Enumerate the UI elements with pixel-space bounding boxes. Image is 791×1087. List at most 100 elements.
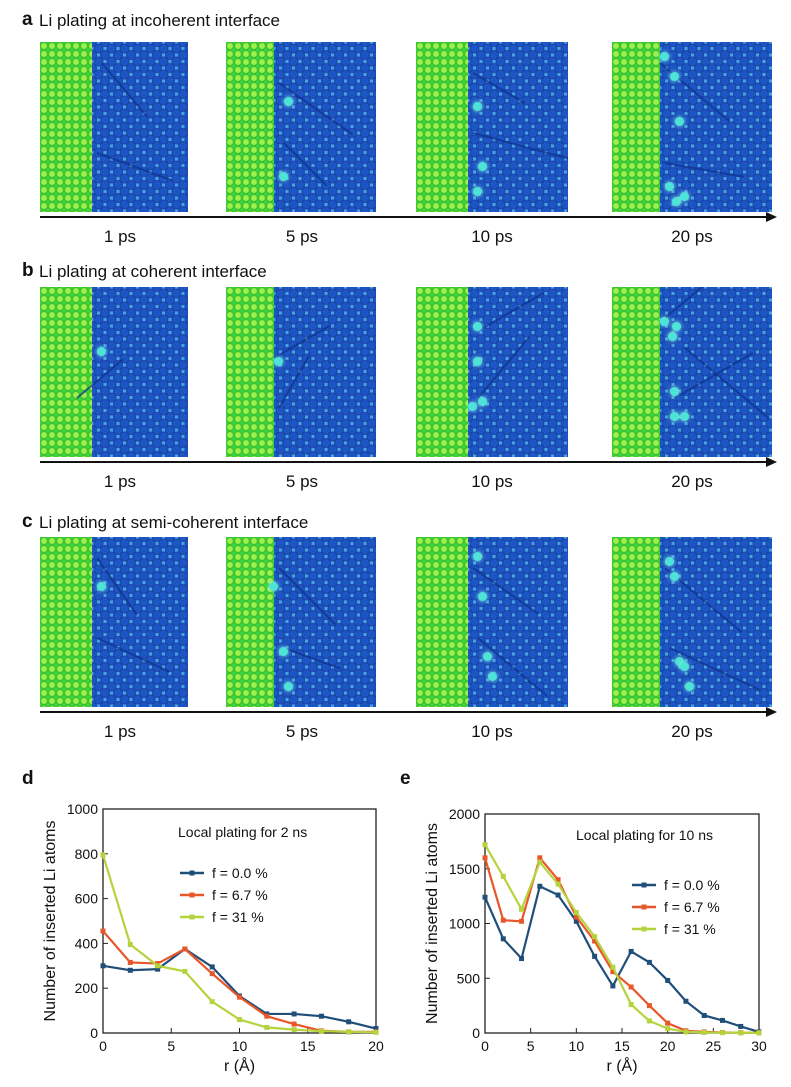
inserted-li-atom <box>279 647 288 656</box>
x-tick-label: 10 <box>232 1038 248 1054</box>
data-point <box>537 883 543 889</box>
y-tick-label: 200 <box>75 980 99 996</box>
series-line <box>483 884 760 1033</box>
inserted-li-atom <box>680 662 689 671</box>
data-point <box>519 918 525 924</box>
time-label: 20 ps <box>671 227 713 246</box>
electrolyte-region <box>660 537 772 707</box>
data-point <box>738 1030 744 1036</box>
x-tick-label: 20 <box>368 1038 384 1054</box>
data-point <box>237 994 242 1000</box>
y-tick-label: 2000 <box>449 806 480 822</box>
inserted-li-atom <box>468 402 477 411</box>
data-point <box>127 942 133 948</box>
inserted-li-atom <box>483 652 492 661</box>
inserted-li-atom <box>668 332 677 341</box>
panel-label-d: d <box>22 768 34 789</box>
series-line <box>101 854 377 1034</box>
panel-label-e: e <box>400 768 411 789</box>
y-tick-label: 1000 <box>67 801 98 817</box>
data-point <box>610 969 616 975</box>
data-point <box>209 971 215 977</box>
data-point <box>500 917 506 923</box>
data-point <box>500 873 506 879</box>
snapshot-a-4 <box>612 42 772 212</box>
data-point <box>701 1012 707 1018</box>
inserted-li-atom <box>680 412 689 421</box>
data-point <box>155 963 161 969</box>
x-axis-label: r (Å) <box>224 1056 255 1075</box>
panel-title-a: Li plating at incoherent interface <box>39 11 280 30</box>
time-label: 1 ps <box>103 472 137 491</box>
data-point <box>100 963 106 969</box>
x-tick-label: 20 <box>660 1038 676 1054</box>
legend-marker <box>189 870 195 876</box>
chart-annotation: Local plating for 2 ns <box>178 824 307 840</box>
data-point <box>318 1028 324 1034</box>
data-point <box>537 859 543 865</box>
data-point <box>155 966 161 972</box>
electrolyte-region <box>468 537 568 707</box>
data-point <box>291 1021 297 1027</box>
legend-marker <box>641 882 647 888</box>
panel-title-b: Li plating at coherent interface <box>39 262 267 281</box>
time-label: 20 ps <box>671 472 713 491</box>
data-point <box>127 967 133 973</box>
inserted-li-atom <box>269 582 278 591</box>
data-point <box>264 1013 270 1019</box>
y-tick-label: 600 <box>75 891 99 907</box>
data-point <box>346 1019 352 1025</box>
legend-marker <box>641 926 647 932</box>
inserted-li-atom <box>660 317 669 326</box>
y-tick-label: 1500 <box>449 861 480 877</box>
data-point <box>264 1024 270 1030</box>
x-tick-label: 5 <box>167 1038 175 1054</box>
electrolyte-region <box>274 537 376 707</box>
inserted-li-atom <box>279 172 288 181</box>
data-point <box>100 852 106 858</box>
li-metal-region <box>612 287 660 457</box>
y-axis-label: Number of inserted Li atoms <box>424 823 441 1024</box>
electrolyte-region <box>274 287 376 457</box>
x-tick-label: 30 <box>751 1038 767 1054</box>
inserted-li-atom <box>675 657 684 666</box>
data-point <box>373 1029 379 1035</box>
data-point <box>592 953 598 959</box>
data-point <box>610 983 616 989</box>
data-point <box>291 1011 297 1017</box>
inserted-li-atom <box>488 672 497 681</box>
data-point <box>182 946 188 952</box>
data-point <box>628 984 634 990</box>
snapshot-a-3 <box>416 42 568 212</box>
panel-title-c: Li plating at semi-coherent interface <box>39 513 309 532</box>
electrolyte-region <box>468 287 568 457</box>
time-label: 10 ps <box>471 227 513 246</box>
snapshot-b-2 <box>226 287 376 457</box>
snapshot-a-2 <box>226 42 376 212</box>
x-tick-label: 15 <box>300 1038 316 1054</box>
data-point <box>738 1023 744 1029</box>
inserted-li-atom <box>97 582 106 591</box>
legend-label: f = 31 % <box>212 909 264 925</box>
snapshot-b-3 <box>416 287 568 457</box>
inserted-li-atom <box>97 347 106 356</box>
x-tick-label: 0 <box>481 1038 489 1054</box>
time-label: 1 ps <box>103 722 137 741</box>
legend-label: f = 0.0 % <box>212 865 268 881</box>
inserted-li-atom <box>473 187 482 196</box>
inserted-li-atom <box>478 592 487 601</box>
data-point <box>683 998 689 1004</box>
inserted-li-atom <box>274 357 283 366</box>
inserted-li-atom <box>473 552 482 561</box>
data-point <box>628 1002 634 1008</box>
inserted-li-atom <box>670 72 679 81</box>
legend-label: f = 31 % <box>664 921 716 937</box>
inserted-li-atom <box>670 572 679 581</box>
data-point <box>127 959 133 965</box>
data-point <box>573 914 579 920</box>
li-metal-region <box>612 42 660 212</box>
li-metal-region <box>40 537 92 707</box>
snapshot-c-2 <box>226 537 376 707</box>
data-point <box>100 928 106 934</box>
inserted-li-atom <box>670 387 679 396</box>
